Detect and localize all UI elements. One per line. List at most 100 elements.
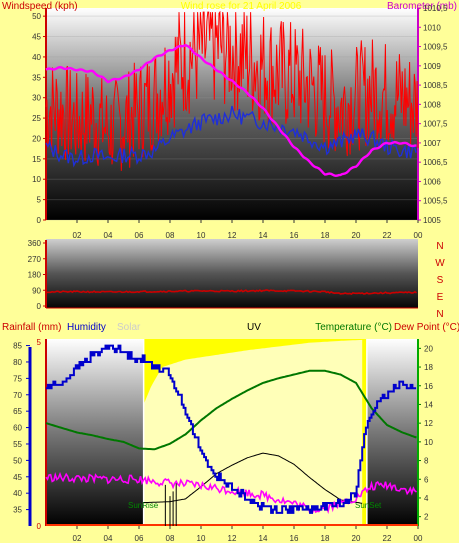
y2-tick-label: 1008,5	[423, 81, 448, 90]
barometer-axis-title: Barometer (mb)	[387, 1, 457, 12]
y-tick-label: 20	[32, 134, 41, 143]
gust-series	[45, 10, 419, 171]
y-tick-label: 25	[32, 114, 41, 123]
humidity-tick-label: 70	[13, 391, 22, 400]
y-tick-label: 10	[32, 175, 41, 184]
x-tick-label: 08	[166, 231, 175, 240]
compass-label: E	[437, 292, 444, 303]
humidity-tick-label: 55	[13, 440, 22, 449]
uv-legend: UV	[247, 322, 261, 333]
humidity-tick-label: 50	[13, 456, 22, 465]
y2-tick-label: 1006	[423, 177, 441, 186]
humidity-tick-label: 35	[13, 506, 22, 515]
temp-tick-label: 8	[424, 457, 429, 466]
humidity-tick-label: 45	[13, 473, 22, 482]
x-tick-label: 12	[228, 231, 237, 240]
sunrise-label: SunRise	[128, 501, 159, 510]
y2-tick-label: 1005	[423, 216, 441, 225]
x-tick-label: 16	[290, 534, 299, 543]
rainfall-axis-title: Rainfall (mm)	[2, 322, 61, 333]
dir-tick-label: 360	[28, 239, 42, 248]
wind-plot-area	[46, 8, 418, 220]
dir-tick-label: 180	[28, 271, 42, 280]
y-tick-label: 5	[37, 196, 42, 205]
humidity-tick-label: 40	[13, 489, 22, 498]
windspeed-axis-title: Windspeed (kph)	[2, 1, 78, 12]
x-tick-label: 04	[104, 534, 113, 543]
x-tick-label: 04	[104, 231, 113, 240]
y2-tick-label: 1007	[423, 139, 441, 148]
humidity-legend: Humidity	[67, 322, 106, 333]
uv-series	[143, 452, 363, 504]
barometer-series	[45, 43, 417, 178]
temp-tick-label: 14	[424, 400, 433, 409]
y2-tick-label: 1009,5	[423, 43, 448, 52]
temp-tick-label: 20	[424, 344, 433, 353]
x-tick-label: 08	[166, 534, 175, 543]
dewpoint-legend: Dew Point (°C)	[394, 322, 459, 333]
x-tick-label: 20	[352, 231, 361, 240]
y2-tick-label: 1010	[423, 23, 441, 32]
x-tick-label: 00	[414, 534, 423, 543]
y2-tick-label: 1010,5	[423, 4, 448, 13]
temperature-legend: Temperature (°C)	[315, 322, 392, 333]
wind-rose-title: Wind rose for 21 April 2006	[181, 1, 302, 12]
compass-label: W	[435, 258, 445, 269]
rain-tick-label: 0	[37, 522, 42, 531]
y2-tick-label: 1007,5	[423, 120, 448, 129]
x-tick-label: 18	[321, 231, 330, 240]
x-tick-label: 22	[383, 231, 392, 240]
x-tick-label: 06	[135, 534, 144, 543]
temp-tick-label: 16	[424, 382, 433, 391]
y-tick-label: 35	[32, 73, 41, 82]
wind-direction-series	[45, 289, 417, 296]
y-tick-label: 50	[32, 12, 41, 21]
sunset-label: SunSet	[355, 501, 382, 510]
humidity-series	[46, 344, 417, 514]
temp-tick-label: 4	[424, 494, 429, 503]
y-tick-label: 0	[37, 216, 42, 225]
humidity-tick-label: 85	[13, 342, 22, 351]
humidity-tick-label: 65	[13, 407, 22, 416]
solar-legend: Solar	[117, 322, 141, 333]
y-tick-label: 30	[32, 94, 41, 103]
dir-tick-label: 90	[32, 286, 41, 295]
temperature-series	[45, 369, 417, 451]
average-wind-series	[45, 105, 417, 168]
temp-tick-label: 6	[424, 475, 429, 484]
x-tick-label: 14	[259, 231, 268, 240]
y2-tick-label: 1005,5	[423, 197, 448, 206]
y-tick-label: 15	[32, 155, 41, 164]
x-tick-label: 12	[228, 534, 237, 543]
temp-tick-label: 12	[424, 419, 433, 428]
y-tick-label: 45	[32, 33, 41, 42]
temp-tick-label: 18	[424, 363, 433, 372]
y2-tick-label: 1008	[423, 100, 441, 109]
x-tick-label: 10	[197, 231, 206, 240]
humidity-tick-label: 75	[13, 374, 22, 383]
dir-tick-label: 0	[37, 302, 42, 311]
dewpoint-series	[45, 471, 417, 515]
temp-tick-label: 10	[424, 438, 433, 447]
dir-tick-label: 270	[28, 255, 42, 264]
compass-label: N	[436, 309, 443, 320]
x-tick-label: 02	[73, 231, 82, 240]
y2-tick-label: 1009	[423, 62, 441, 71]
x-tick-label: 02	[73, 534, 82, 543]
x-tick-label: 00	[414, 231, 423, 240]
compass-label: N	[436, 241, 443, 252]
x-tick-label: 16	[290, 231, 299, 240]
y-tick-label: 40	[32, 53, 41, 62]
rain-tick-label: 5	[37, 338, 42, 347]
humidity-tick-label: 60	[13, 424, 22, 433]
temp-tick-label: 2	[424, 513, 429, 522]
direction-plot-area	[46, 239, 418, 308]
x-tick-label: 20	[352, 534, 361, 543]
x-tick-label: 22	[383, 534, 392, 543]
compass-label: S	[437, 275, 444, 286]
x-tick-label: 14	[259, 534, 268, 543]
y2-tick-label: 1006,5	[423, 158, 448, 167]
humidity-tick-label: 80	[13, 358, 22, 367]
